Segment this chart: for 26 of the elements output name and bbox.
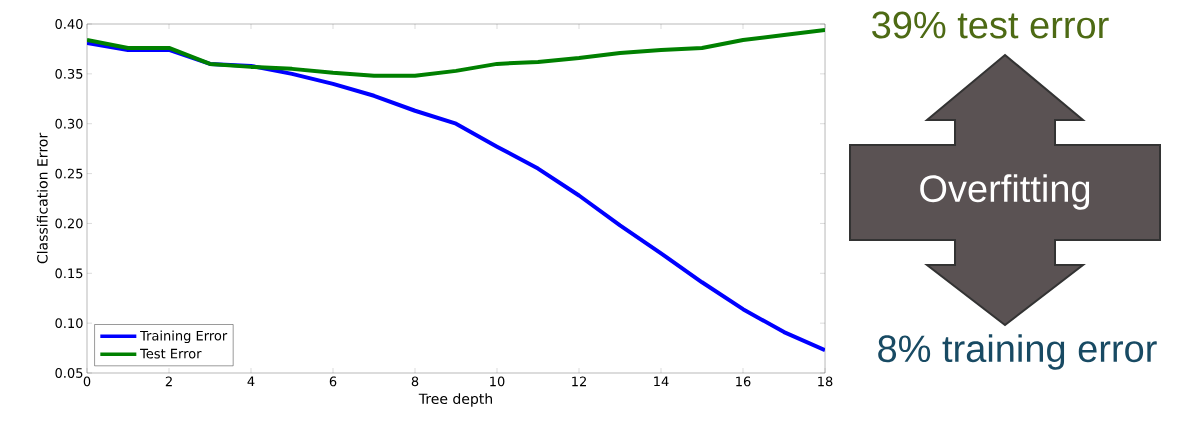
x-tick-label: 10 <box>490 376 505 387</box>
legend-label: Test Error <box>140 348 202 359</box>
legend-label: Training Error <box>140 330 228 344</box>
y-tick-label: 0.05 <box>55 368 83 378</box>
y-axis-title: Classification Error <box>36 132 48 264</box>
y-tick-label: 0.40 <box>55 19 83 29</box>
x-tick-label: 18 <box>818 376 833 387</box>
text: Overfitting <box>920 174 1090 210</box>
y-tick-label: 0.20 <box>55 218 83 229</box>
text: 39% test error <box>872 11 1109 39</box>
x-tick-label: 16 <box>736 376 751 387</box>
y-tick-label: 0.30 <box>55 118 83 129</box>
x-tick-label: 14 <box>654 376 669 386</box>
x-tick-label: 4 <box>247 376 255 386</box>
line-series <box>87 27 826 78</box>
y-tick-label: 0.15 <box>55 268 83 279</box>
y-tick-label: 0.25 <box>55 168 83 179</box>
x-tick-label: 0 <box>83 376 91 387</box>
x-tick-label: 6 <box>329 376 337 387</box>
y-tick-label: 0.10 <box>55 318 83 329</box>
x-tick-label: 8 <box>411 376 419 387</box>
text: 8% training error <box>878 334 1157 370</box>
x-tick-label: 2 <box>165 376 172 387</box>
y-tick-label: 0.35 <box>55 68 83 79</box>
x-axis-title: Tree depth <box>418 393 492 407</box>
x-tick-label: 12 <box>572 376 586 387</box>
